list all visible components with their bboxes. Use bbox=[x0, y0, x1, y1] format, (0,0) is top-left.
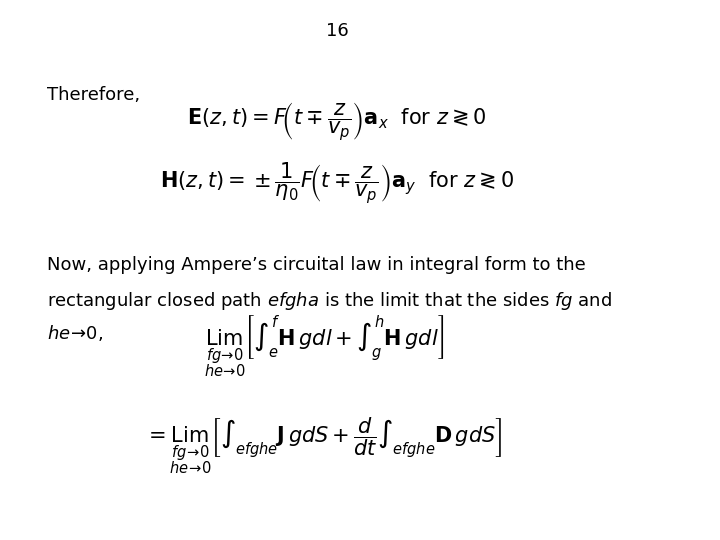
Text: 16: 16 bbox=[325, 22, 348, 39]
Text: $he\!\rightarrow\!0,$: $he\!\rightarrow\!0,$ bbox=[48, 323, 104, 343]
Text: $= \underset{\substack{fg\!\rightarrow\!0 \\ he\!\rightarrow\!0}}{\mathrm{Lim}}\: $= \underset{\substack{fg\!\rightarrow\!… bbox=[145, 415, 503, 476]
Text: Therefore,: Therefore, bbox=[48, 86, 140, 104]
Text: $\underset{\substack{fg\!\rightarrow\!0 \\ he\!\rightarrow\!0}}{\mathrm{Lim}}\le: $\underset{\substack{fg\!\rightarrow\!0 … bbox=[204, 313, 444, 379]
Text: rectangular closed path $\mathit{efgha}$ is the limit that the sides $\mathit{fg: rectangular closed path $\mathit{efgha}$… bbox=[48, 290, 612, 312]
Text: Now, applying Ampere’s circuital law in integral form to the: Now, applying Ampere’s circuital law in … bbox=[48, 256, 586, 274]
Text: $\mathbf{E}(z,t) = F\!\left(t \mp \dfrac{z}{v_p}\right)\mathbf{a}_x \text{  for : $\mathbf{E}(z,t) = F\!\left(t \mp \dfrac… bbox=[187, 100, 487, 143]
Text: $\mathbf{H}(z,t) = \pm\dfrac{1}{\eta_0}F\!\left(t \mp \dfrac{z}{v_p}\right)\math: $\mathbf{H}(z,t) = \pm\dfrac{1}{\eta_0}F… bbox=[160, 161, 514, 206]
